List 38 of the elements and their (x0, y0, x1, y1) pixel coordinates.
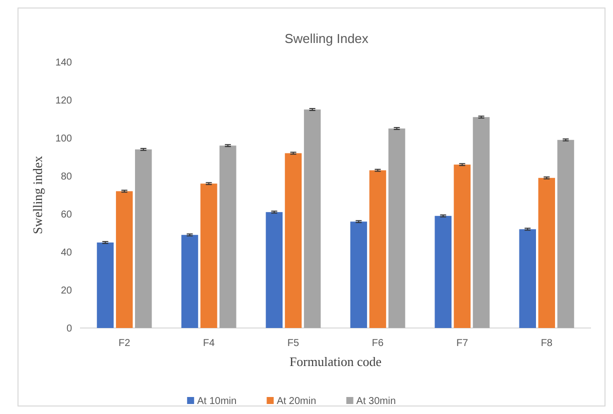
bar (304, 110, 321, 328)
bar (350, 222, 368, 328)
y-axis-title: Swelling index (30, 155, 45, 234)
x-tick-label: F4 (202, 338, 216, 349)
bar (266, 212, 283, 328)
bar (434, 216, 452, 328)
bar (557, 140, 574, 328)
bar (519, 229, 536, 328)
bar (454, 164, 471, 328)
bar (219, 146, 236, 328)
y-tick-label: 100 (55, 134, 72, 144)
y-tick-label: 60 (60, 210, 72, 220)
bar (388, 128, 406, 328)
bar (116, 191, 133, 328)
x-tick-label: F6 (372, 338, 384, 349)
x-tick-label: F8 (540, 338, 553, 349)
y-tick-label: 80 (60, 172, 72, 182)
legend-label: At 10min (197, 396, 237, 407)
y-tick-label: 0 (66, 324, 72, 334)
y-tick-label: 140 (55, 58, 72, 68)
x-tick-label: F7 (456, 338, 468, 349)
legend-label: At 20min (276, 396, 316, 407)
bar (369, 170, 386, 328)
y-tick-label: 40 (60, 248, 72, 258)
chart-title: Swelling Index (284, 31, 369, 46)
bar (284, 153, 302, 328)
x-tick-label: F2 (118, 338, 131, 349)
bar (96, 242, 114, 328)
legend-label: At 30min (356, 396, 396, 407)
bar (538, 178, 556, 328)
x-tick-label: F5 (287, 338, 300, 349)
y-tick-label: 120 (55, 96, 72, 106)
bar (135, 149, 152, 328)
y-tick-label: 20 (60, 286, 72, 296)
bar (181, 234, 198, 328)
x-axis-title: Formulation code (289, 354, 382, 369)
bar (200, 184, 218, 328)
bar (472, 117, 490, 328)
